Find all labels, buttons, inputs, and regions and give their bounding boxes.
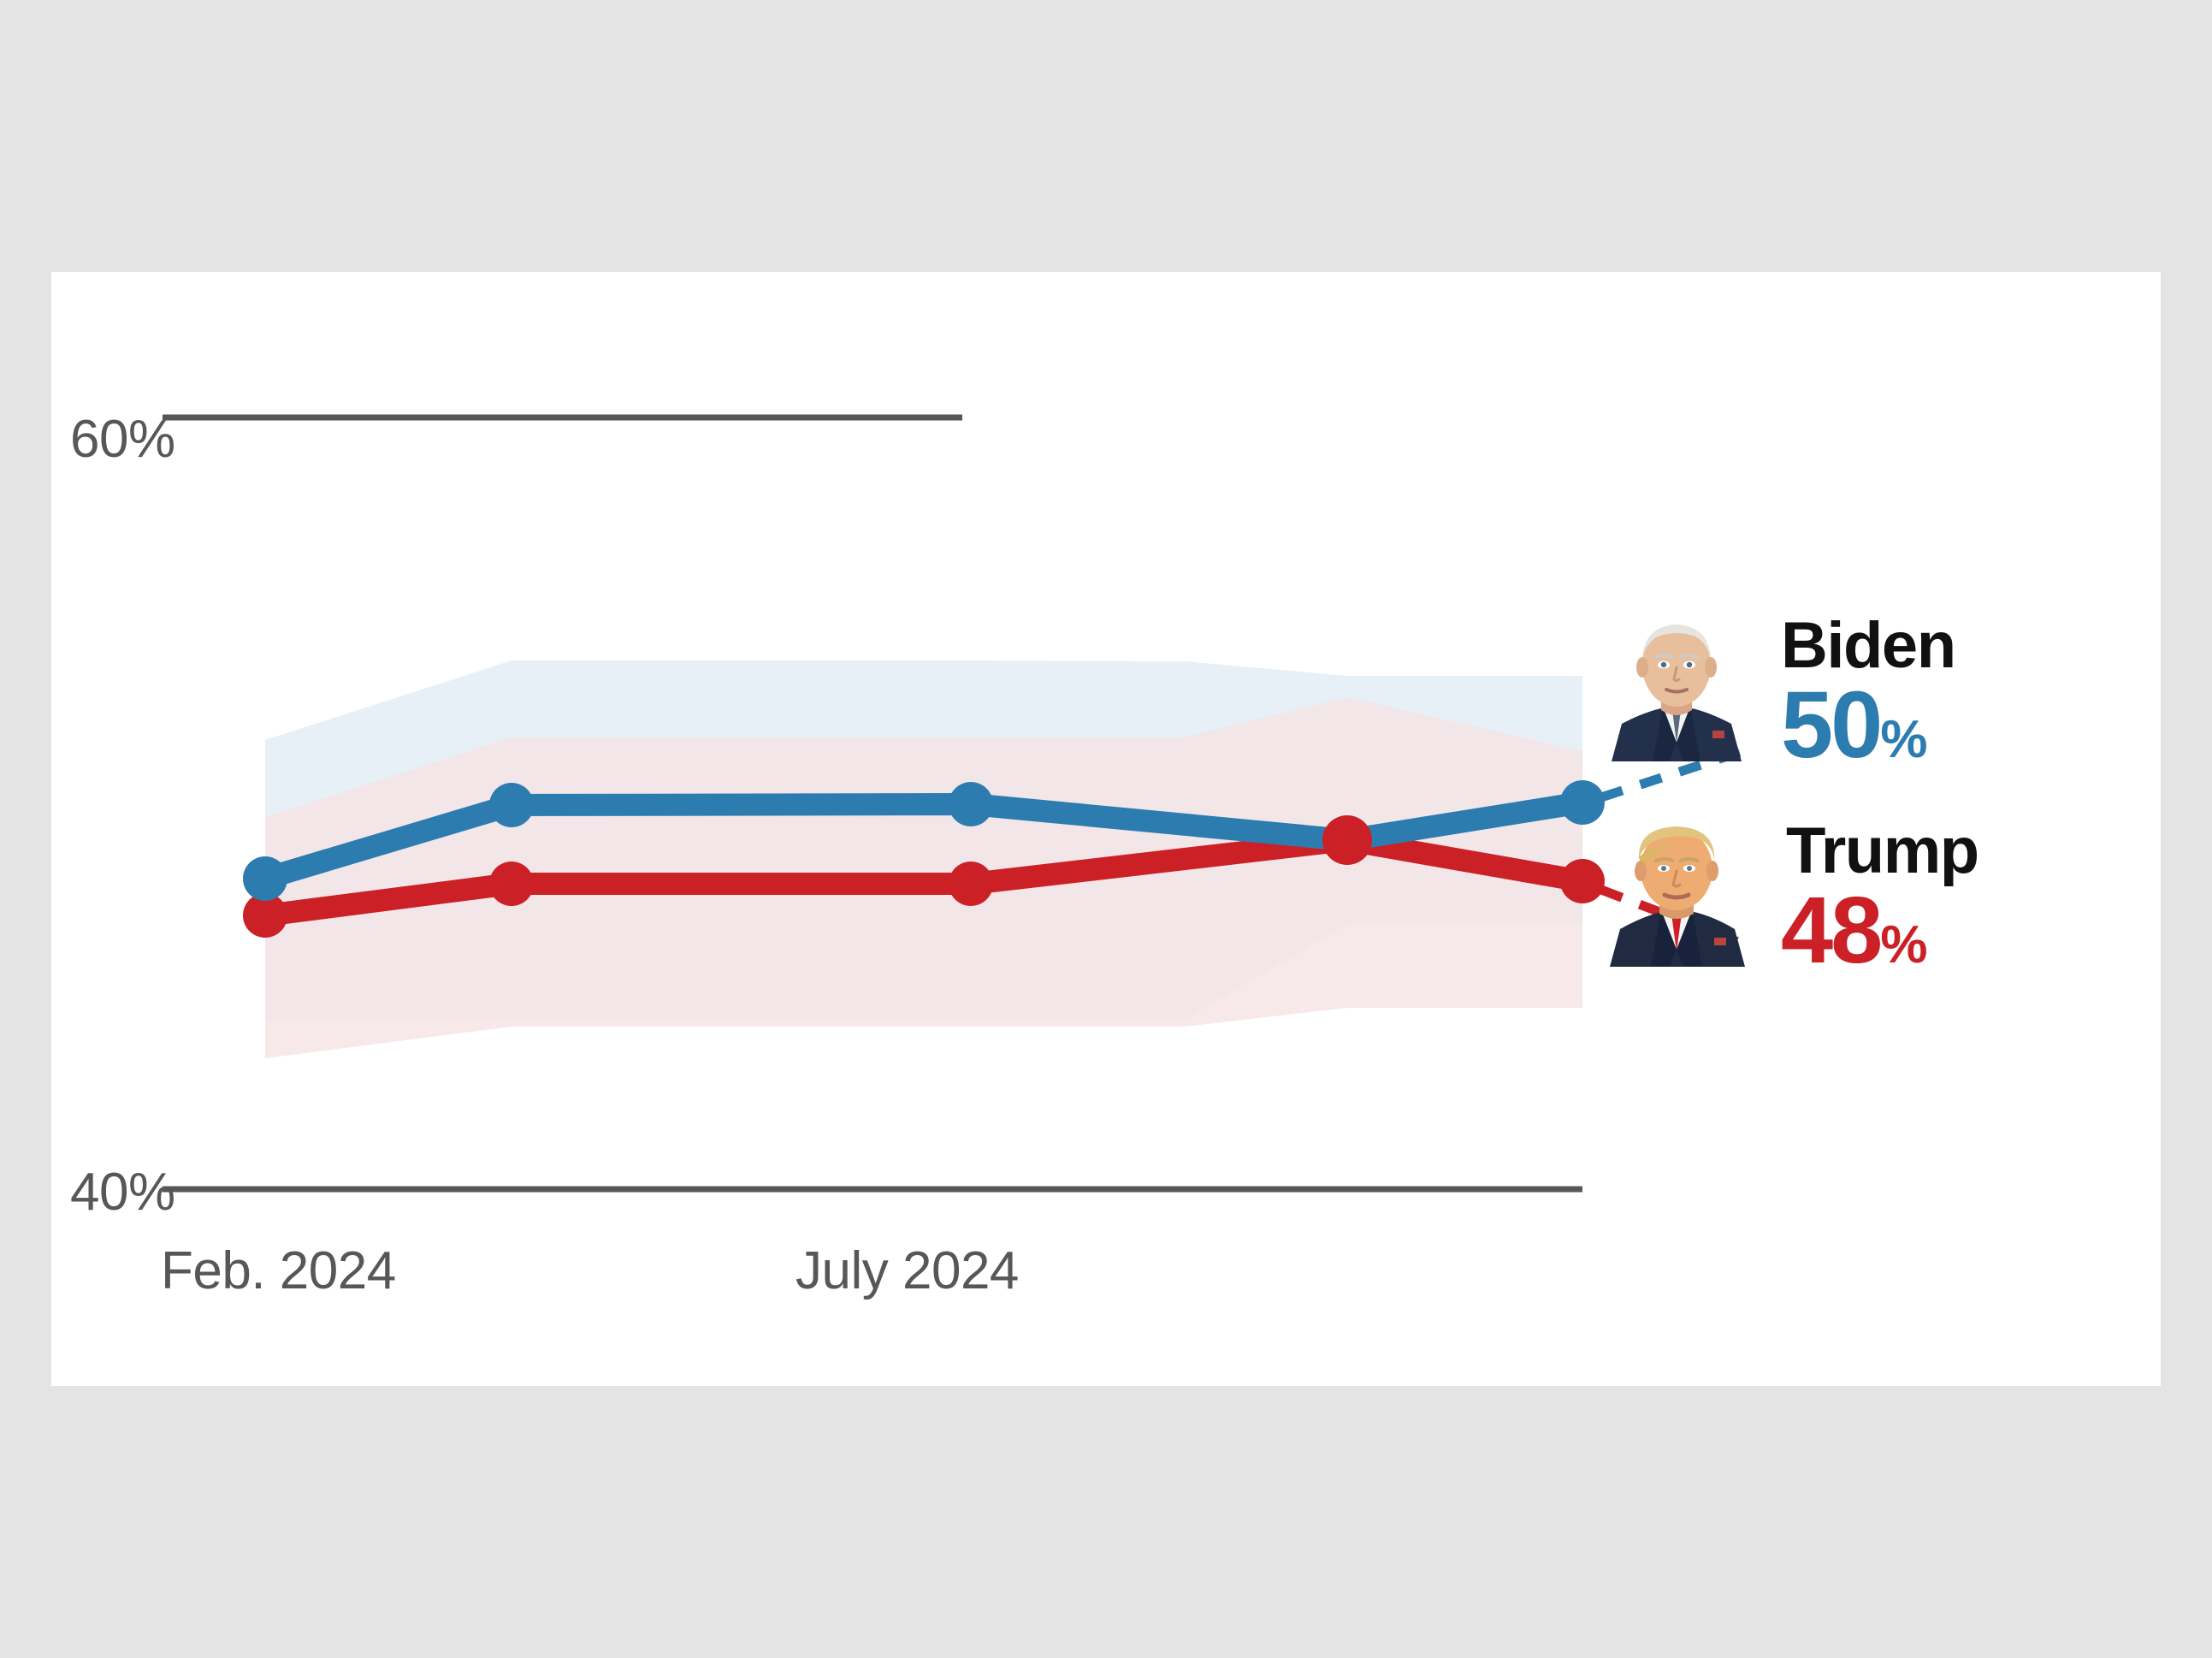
- trump-percent-sign: %: [1880, 915, 1927, 975]
- trump-point: [243, 893, 287, 938]
- chart-card: 60% 40% Feb. 2024 July 2024: [51, 272, 2161, 1386]
- trump-point: [949, 862, 993, 906]
- trump-name: Trump: [1786, 814, 1979, 887]
- biden-point: [949, 782, 993, 826]
- trump-portrait: [1588, 820, 1765, 967]
- y-axis-label-top: 60%: [70, 410, 175, 469]
- trump-callout-text: Trump 48%: [1781, 814, 1979, 978]
- x-axis-label-end: July 2024: [795, 1241, 1019, 1300]
- biden-point: [1560, 780, 1605, 825]
- biden-point: [243, 856, 287, 901]
- biden-percent-sign: %: [1880, 710, 1927, 770]
- trump-point: [489, 862, 534, 906]
- biden-name: Biden: [1781, 609, 1956, 682]
- callout-trump: Trump 48%: [1588, 814, 1979, 978]
- x-axis-label-start: Feb. 2024: [161, 1241, 396, 1300]
- biden-point: [489, 783, 534, 827]
- trump-point: [1560, 859, 1605, 903]
- biden-value-number: 50: [1781, 672, 1883, 779]
- biden-callout-text: Biden 50%: [1781, 609, 1956, 773]
- callout-biden: Biden 50%: [1588, 609, 1956, 773]
- trump-point: [1322, 815, 1372, 865]
- trump-value: 48%: [1781, 884, 1978, 978]
- y-axis-label-bottom: 40%: [70, 1163, 175, 1222]
- biden-portrait: [1588, 614, 1765, 761]
- trump-value-number: 48: [1781, 878, 1883, 984]
- biden-value: 50%: [1781, 678, 1955, 773]
